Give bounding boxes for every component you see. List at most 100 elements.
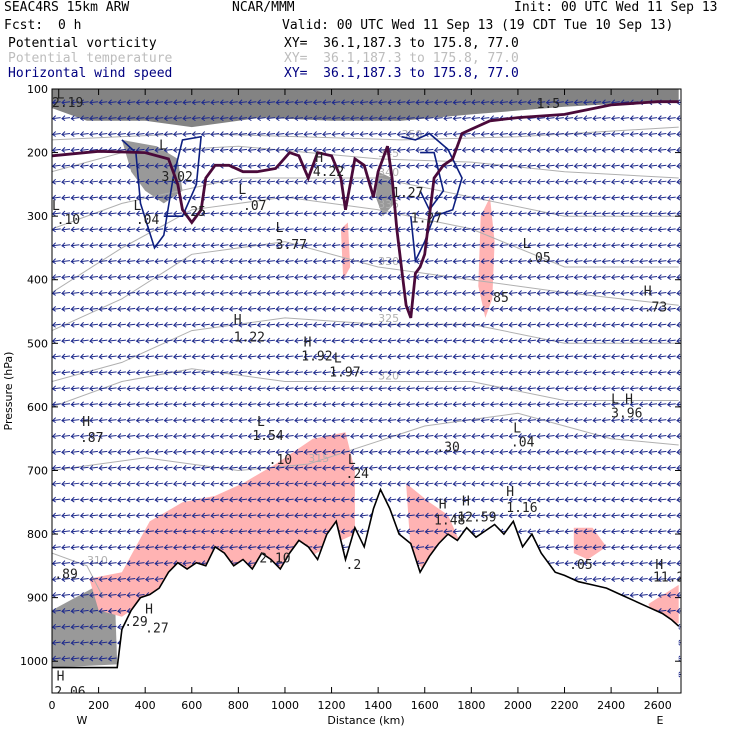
wind-vector-head [471, 369, 476, 376]
wind-vector [52, 562, 61, 565]
wind-vector [211, 419, 220, 422]
wind-vector [276, 466, 285, 469]
wind-vector-head [79, 496, 84, 503]
wind-vector [192, 117, 201, 120]
wind-vector-head [676, 512, 681, 519]
wind-vector-head [629, 464, 634, 471]
wind-vector [285, 117, 294, 120]
wind-vector-head [378, 385, 383, 392]
wind-vector [313, 387, 322, 390]
wind-vector-head [98, 560, 103, 567]
wind-vector [574, 117, 583, 120]
wind-vector-head [294, 274, 299, 280]
wind-vector-head [461, 449, 467, 455]
wind-vector [192, 498, 201, 501]
wind-vector-head [592, 512, 597, 519]
wind-vector-head [573, 99, 578, 106]
wind-vector [155, 117, 164, 120]
wind-vector-head [350, 385, 355, 392]
wind-vector [406, 482, 415, 485]
wind-vector-head [284, 226, 289, 233]
wind-vector [611, 514, 620, 517]
wind-vector-head [219, 353, 224, 360]
wind-vector [52, 625, 61, 628]
wind-vector [537, 482, 546, 485]
wind-vector-head [52, 115, 57, 122]
wind-vector-head [499, 385, 504, 392]
wind-vector-head [499, 178, 504, 185]
wind-vector [565, 482, 574, 485]
wind-vector-head [284, 433, 289, 439]
wind-vector-head [117, 369, 122, 376]
wind-vector-head [331, 369, 336, 376]
wind-vector-head [564, 544, 569, 551]
wind-vector-head [517, 369, 522, 376]
wind-vector [80, 212, 89, 215]
wind-vector-head [350, 464, 355, 471]
wind-vector-head [676, 210, 681, 217]
wind-vector-head [638, 544, 644, 551]
wind-vector [574, 403, 583, 406]
wind-vector [639, 196, 648, 199]
wind-vector-head [489, 401, 494, 408]
wind-vector-head [350, 131, 355, 137]
wind-vector-head [135, 592, 140, 598]
wind-vector [416, 435, 425, 438]
wind-vector [462, 307, 471, 310]
wind-vector [621, 133, 630, 136]
wind-vector-head [182, 464, 187, 471]
wind-vector [229, 466, 238, 469]
wind-vector-head [461, 433, 467, 439]
wind-vector-head [657, 433, 662, 439]
wind-vector-head [676, 115, 681, 122]
wind-vector [611, 101, 620, 104]
wind-vector [201, 117, 210, 120]
wind-vector-head [135, 337, 140, 344]
wind-vector [183, 276, 192, 279]
wind-vector [565, 514, 574, 517]
wind-vector-head [508, 178, 513, 185]
wind-vector [481, 514, 490, 517]
wind-vector [52, 578, 61, 581]
wind-vector [388, 482, 397, 485]
wind-vector-head [350, 512, 355, 519]
wind-vector-head [70, 305, 75, 312]
wind-vector [89, 450, 98, 453]
wind-vector [173, 355, 182, 358]
wind-vector [61, 244, 71, 247]
wind-vector-head [536, 337, 541, 344]
wind-vector-head [638, 226, 644, 233]
wind-vector-head [517, 242, 522, 249]
wind-vector-head [79, 576, 84, 582]
wind-vector-head [545, 147, 550, 153]
wind-vector [537, 419, 546, 422]
wind-vector [322, 482, 331, 485]
wind-vector [565, 530, 574, 533]
wind-vector-head [666, 321, 672, 328]
wind-vector-head [154, 417, 159, 424]
wind-vector [229, 435, 238, 438]
wind-vector-head [638, 305, 644, 312]
wind-vector-head [52, 162, 57, 169]
wind-vector-head [359, 433, 364, 439]
wind-vector-head [489, 147, 494, 153]
wind-vector-head [340, 496, 345, 503]
wind-vector-head [387, 305, 392, 312]
wind-vector-head [219, 417, 224, 424]
wind-vector-head [70, 655, 75, 662]
wind-vector-head [601, 162, 606, 169]
wind-vector [555, 212, 564, 215]
wind-vector [52, 419, 61, 422]
wind-vector [388, 228, 397, 231]
wind-vector-head [200, 131, 206, 137]
wind-vector [565, 403, 574, 406]
wind-vector-head [396, 210, 401, 217]
wind-vector [518, 323, 527, 326]
wind-vector [490, 339, 499, 342]
wind-vector [537, 117, 546, 120]
wind-vector-head [592, 560, 597, 567]
wind-vector [276, 307, 285, 310]
wind-vector [537, 133, 546, 136]
wind-vector [173, 307, 182, 310]
wind-vector [527, 530, 536, 533]
